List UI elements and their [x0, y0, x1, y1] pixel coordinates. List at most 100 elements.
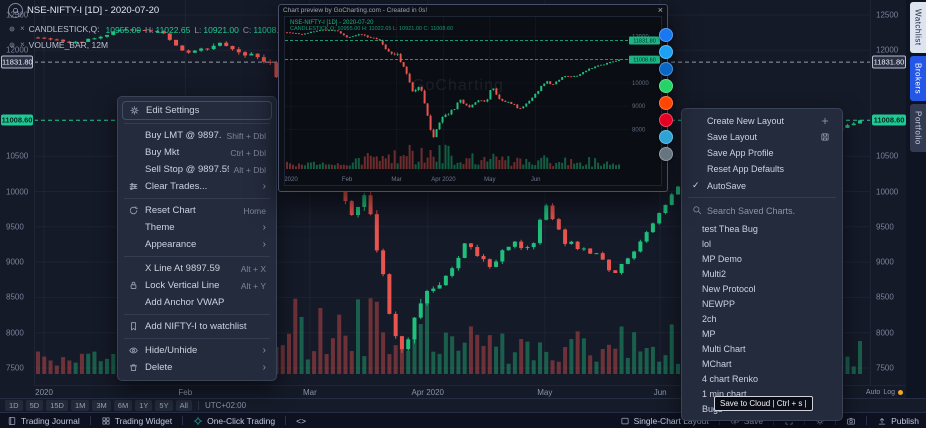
volume-remove-icon[interactable]: × — [20, 40, 25, 49]
menu-item-edit-settings[interactable]: Edit Settings — [122, 101, 272, 120]
statusbar-trading-journal[interactable]: Trading Journal — [0, 413, 87, 428]
statusbar-item[interactable]: <> — [289, 413, 313, 428]
saved-chart-item-new-protocol[interactable]: New Protocol — [702, 283, 756, 294]
saved-chart-item-1-min-chart[interactable]: 1 min chart — [702, 388, 747, 399]
range-button-5y[interactable]: 5Y — [155, 400, 173, 411]
price-badge-11008-60: 11008.60 — [872, 114, 906, 126]
menu-item-buy-lmt-9897-59[interactable]: Buy LMT @ 9897.59 Shift + Dbl — [122, 127, 272, 144]
ohlc-value: 10921.00 — [203, 25, 239, 35]
share-pinterest-icon[interactable] — [659, 113, 673, 127]
range-button-all[interactable]: All — [175, 400, 192, 411]
sliders-icon — [128, 181, 140, 192]
sidebar-tab-brokers[interactable]: Brokers — [910, 55, 926, 101]
study-remove-icon[interactable]: × — [20, 24, 25, 33]
menu-item-x-line-at-9897-59[interactable]: X Line At 9897.59 Alt + X — [122, 260, 272, 277]
saved-chart-item-mp-demo[interactable]: MP Demo — [702, 253, 742, 264]
menu-item-buy-mkt[interactable]: Buy Mkt Ctrl + Dbl — [122, 144, 272, 161]
sidebar-tab-portfolio[interactable]: Portfolio — [910, 103, 926, 152]
menu-item-label: AutoSave — [707, 180, 747, 191]
saved-charts-search-input[interactable]: Search Saved Charts. — [686, 201, 838, 221]
share-reddit-icon[interactable] — [659, 96, 673, 110]
sidebar-tab-watchlist[interactable]: Watchlist — [910, 2, 926, 53]
range-button-1d[interactable]: 1D — [5, 400, 23, 411]
share-twitter-icon[interactable] — [659, 45, 673, 59]
menu-item-hide-unhide[interactable]: Hide/Unhide › — [122, 342, 272, 359]
saved-chart-item-newpp[interactable]: NEWPP — [702, 298, 736, 309]
range-button-1y[interactable]: 1Y — [135, 400, 153, 411]
menu-item-reset-app-defaults[interactable]: Reset App Defaults — [686, 161, 838, 177]
menu-divider — [124, 198, 270, 199]
saved-chart-item-test-thea-bug[interactable]: test Thea Bug — [702, 223, 758, 234]
statusbar-camera-button[interactable] — [839, 413, 863, 428]
saved-chart-item-4-chart-renko[interactable]: 4 chart Renko — [702, 373, 759, 384]
saved-chart-item-mchart[interactable]: MChart — [702, 358, 732, 369]
price-tick-12500: 12500 — [876, 10, 899, 20]
saved-chart-item-bugs[interactable]: Bugs — [702, 403, 723, 414]
menu-item-shortcut: Alt + Dbl — [233, 164, 266, 175]
share-email-icon[interactable] — [659, 147, 673, 161]
preview-ohlc-line: CANDLESTICK,Q: 10955.00 H: 11022.65 L: 1… — [290, 26, 454, 32]
time-axis[interactable]: 2020 Feb Mar Apr 2020 May Jun — [34, 385, 870, 398]
statusbar-single-chart-layout[interactable]: Single-Chart Layout — [613, 413, 716, 428]
chart-preview-window: Chart preview by GoCharting.com - Create… — [278, 4, 668, 192]
share-whatsapp-icon[interactable] — [659, 79, 673, 93]
menu-item-lock-vertical-line[interactable]: Lock Vertical Line Alt + Y — [122, 277, 272, 294]
menu-item-sell-stop-9897-59[interactable]: Sell Stop @ 9897.59 Alt + Dbl — [122, 161, 272, 178]
menu-item-add-nifty-i-to-watchlist[interactable]: Add NIFTY-I to watchlist — [122, 318, 272, 335]
range-button-6m[interactable]: 6M — [113, 400, 133, 411]
range-button-3m[interactable]: 3M — [92, 400, 111, 411]
menu-item-create-new-layout[interactable]: Create New Layout — [686, 113, 838, 129]
svg-text:9000: 9000 — [632, 104, 646, 110]
menu-item-autosave[interactable]: ✓ AutoSave — [686, 177, 838, 194]
menu-item-label: Lock Vertical Line — [145, 280, 220, 291]
saved-chart-item-2ch[interactable]: 2ch — [702, 313, 717, 324]
axis-log-toggle[interactable]: Log — [883, 388, 895, 396]
range-button-1m[interactable]: 1M — [70, 400, 90, 411]
saved-chart-item-multi2[interactable]: Multi2 — [702, 268, 727, 279]
timezone-selector[interactable]: UTC+02:00 — [204, 401, 247, 410]
preview-close-icon[interactable]: × — [657, 5, 663, 15]
statusbar-publish[interactable]: Publish — [870, 413, 926, 428]
search-icon[interactable] — [8, 3, 23, 18]
study-settings-icon[interactable] — [8, 25, 16, 33]
menu-item-label: Hide/Unhide — [145, 345, 198, 356]
menu-item-clear-trades[interactable]: Clear Trades... › — [122, 178, 272, 195]
menu-item-label: Save App Profile — [707, 148, 774, 158]
menu-item-label: X Line At 9897.59 — [145, 263, 221, 274]
check-icon: ✓ — [692, 180, 700, 190]
menu-item-reset-chart[interactable]: Reset Chart Home — [122, 202, 272, 219]
price-tick-7500: 7500 — [876, 363, 894, 373]
menu-item-add-anchor-vwap[interactable]: Add Anchor VWAP — [122, 294, 272, 311]
menu-item-theme[interactable]: Theme › — [122, 219, 272, 236]
range-button-15d[interactable]: 15D — [46, 400, 68, 411]
time-label-mar: Mar — [302, 388, 317, 397]
volume-settings-icon[interactable] — [8, 41, 16, 49]
svg-text:May: May — [484, 177, 495, 183]
menu-item-save-app-profile[interactable]: Save App Profile — [686, 145, 838, 161]
price-axis-left[interactable]: 12500 12000 10500 10000 9500 9000 8500 8000 7500… — [0, 0, 35, 385]
saved-chart-item-mp[interactable]: MP — [702, 328, 716, 339]
menu-item-appearance[interactable]: Appearance › — [122, 236, 272, 253]
share-telegram-icon[interactable] — [659, 130, 673, 144]
statusbar-trading-widget[interactable]: Trading Widget — [94, 413, 179, 428]
menu-item-label: Buy Mkt — [145, 147, 180, 158]
ohlc-values: 10955.00 H: 11022.65 L: 10921.00 C: 11008.60 — [104, 20, 289, 38]
axis-auto-toggle[interactable]: Auto — [865, 388, 881, 396]
price-axis-right[interactable]: 12500 12000 10500 10000 9500 9000 8500 8000 7500… — [870, 0, 906, 385]
statusbar-one-click-trading[interactable]: One-Click Trading — [186, 413, 282, 428]
share-facebook-icon[interactable] — [659, 28, 673, 42]
ohlc-label-l: L: — [194, 25, 202, 35]
menu-item-label: Reset App Defaults — [707, 164, 785, 174]
chevron-right-icon: › — [262, 180, 266, 192]
saved-chart-item-multi-chart[interactable]: Multi Chart — [702, 343, 746, 354]
divider — [182, 416, 184, 425]
saved-chart-item-lol[interactable]: lol — [702, 238, 712, 249]
menu-divider — [688, 197, 836, 198]
menu-item-delete[interactable]: Delete › — [122, 359, 272, 376]
menu-item-shortcut: Home — [243, 205, 266, 216]
preview-title: Chart preview by GoCharting.com - Create… — [283, 6, 428, 14]
menu-item-save-layout[interactable]: Save Layout — [686, 129, 838, 145]
share-linkedin-icon[interactable] — [659, 62, 673, 76]
range-button-5d[interactable]: 5D — [25, 400, 44, 411]
price-tick-7500: 7500 — [6, 363, 24, 373]
